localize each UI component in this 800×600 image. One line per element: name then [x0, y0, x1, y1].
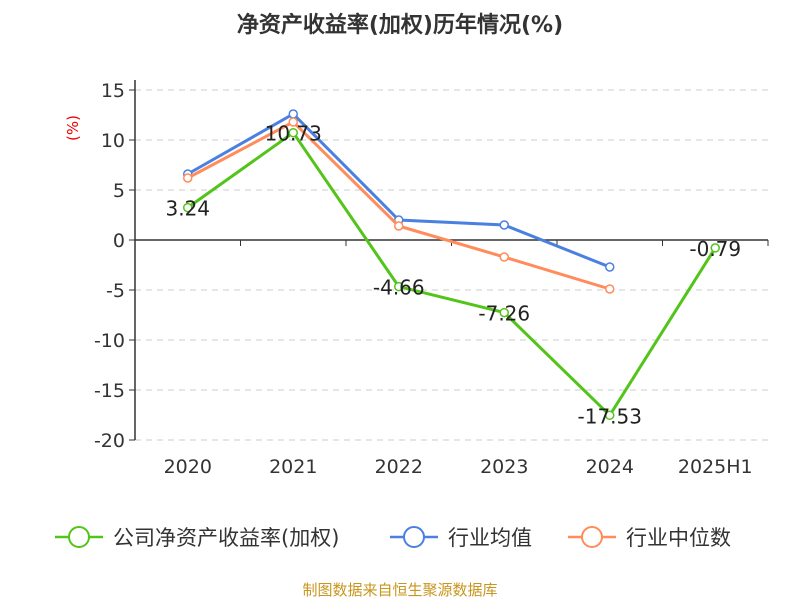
- data-label: -4.66: [373, 276, 425, 300]
- footer-source: 制图数据来自恒生聚源数据库: [302, 581, 497, 599]
- legend-label[interactable]: 行业均值: [448, 526, 532, 550]
- data-point[interactable]: [288, 117, 298, 127]
- y-tick-label: 10: [101, 130, 125, 152]
- series-line: [186, 130, 717, 418]
- data-point[interactable]: [183, 173, 193, 183]
- data-label: -7.26: [478, 302, 530, 326]
- y-axis-label: (%): [64, 115, 82, 141]
- y-tick-label: 5: [113, 180, 125, 202]
- data-label: -0.79: [689, 237, 741, 261]
- y-tick-label: -5: [106, 280, 125, 302]
- data-point[interactable]: [710, 243, 720, 253]
- data-point[interactable]: [499, 220, 509, 230]
- legend-label[interactable]: 公司净资产收益率(加权): [113, 526, 339, 550]
- x-tick-label: 2024: [586, 456, 634, 478]
- y-tick-label: 15: [101, 80, 125, 102]
- data-point[interactable]: [288, 127, 298, 138]
- legend-marker-icon: [403, 526, 425, 548]
- y-tick-label: -15: [94, 380, 125, 402]
- legend-marker-icon: [581, 526, 603, 548]
- data-point[interactable]: [605, 262, 615, 272]
- x-tick-label: 2023: [480, 456, 528, 478]
- data-point[interactable]: [394, 221, 404, 231]
- x-tick-label: 2020: [164, 456, 212, 478]
- legend-marker-icon: [68, 526, 90, 548]
- legend-label[interactable]: 行业中位数: [626, 526, 731, 550]
- data-point[interactable]: [605, 284, 615, 294]
- data-label: 10.73: [265, 122, 322, 146]
- data-point[interactable]: [605, 410, 615, 421]
- y-tick-label: -20: [94, 430, 125, 452]
- y-tick-label: -10: [94, 330, 125, 352]
- x-tick-label: 2021: [269, 456, 317, 478]
- data-point[interactable]: [499, 307, 509, 318]
- data-label: 3.24: [165, 197, 210, 221]
- data-point[interactable]: [394, 281, 404, 292]
- series-line: [187, 120, 611, 291]
- data-label: -17.53: [578, 404, 642, 428]
- data-point[interactable]: [499, 252, 509, 262]
- data-point[interactable]: [183, 202, 193, 213]
- x-tick-label: 2022: [375, 456, 423, 478]
- x-tick-label: 2025H1: [678, 456, 753, 478]
- data-point[interactable]: [288, 109, 298, 119]
- chart-title: 净资产收益率(加权)历年情况(%): [237, 12, 563, 38]
- y-tick-label: 0: [113, 230, 125, 252]
